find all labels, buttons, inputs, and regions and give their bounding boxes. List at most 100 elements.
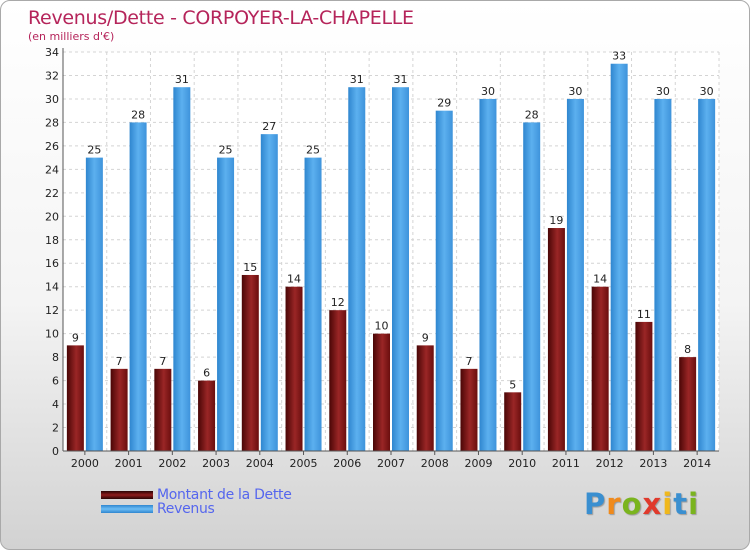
value-label-debt: 5 — [509, 378, 516, 391]
value-label-revenus: 31 — [175, 73, 189, 86]
y-tick-label: 4 — [52, 398, 59, 411]
proxiti-logo: Proxiti — [584, 487, 699, 521]
y-tick-label: 6 — [52, 375, 59, 388]
value-label-debt: 7 — [159, 355, 166, 368]
x-tick-label: 2000 — [71, 457, 99, 470]
value-label-debt: 9 — [72, 331, 79, 344]
value-label-revenus: 30 — [568, 85, 582, 98]
x-tick-label: 2014 — [683, 457, 711, 470]
value-label-debt: 7 — [465, 355, 472, 368]
value-label-debt: 6 — [203, 367, 210, 380]
value-label-debt: 19 — [549, 214, 563, 227]
y-tick-label: 28 — [45, 116, 59, 129]
value-label-debt: 9 — [422, 331, 429, 344]
y-tick-label: 32 — [45, 69, 59, 82]
logo-letter: t — [673, 487, 689, 521]
value-label-revenus: 33 — [612, 50, 626, 63]
bar-revenus — [304, 157, 322, 451]
chart-subtitle: (en milliers d'€) — [28, 30, 115, 43]
value-label-debt: 15 — [243, 261, 257, 274]
y-tick-label: 8 — [52, 351, 59, 364]
bar-debt — [373, 333, 390, 451]
value-label-debt: 10 — [375, 320, 389, 333]
bar-debt — [285, 286, 303, 451]
y-tick-label: 18 — [45, 234, 59, 247]
bar-revenus — [260, 134, 278, 451]
logo-letter: P — [584, 487, 607, 521]
bar-revenus — [654, 98, 672, 452]
x-tick-label: 2008 — [421, 457, 449, 470]
x-tick-label: 2004 — [246, 457, 274, 470]
x-tick-label: 2001 — [115, 457, 143, 470]
bar-debt — [110, 368, 128, 451]
x-tick-label: 2012 — [596, 457, 624, 470]
bar-revenus — [129, 122, 147, 451]
bar-revenus — [479, 98, 497, 452]
y-tick-label: 20 — [45, 210, 59, 223]
bar-debt — [241, 274, 259, 451]
value-label-revenus: 29 — [437, 97, 451, 110]
y-tick-label: 0 — [52, 445, 59, 458]
bar-revenus — [173, 87, 191, 452]
value-label-revenus: 25 — [219, 144, 233, 157]
plot-area — [63, 52, 719, 451]
bar-debt — [329, 310, 347, 451]
y-tick-label: 24 — [45, 163, 59, 176]
logo-letter: i — [688, 487, 700, 521]
bar-revenus — [217, 157, 235, 451]
value-label-debt: 14 — [287, 273, 301, 286]
bar-debt — [504, 392, 522, 451]
logo-letter: x — [642, 487, 663, 521]
value-label-revenus: 28 — [131, 108, 145, 121]
bar-debt — [416, 345, 434, 451]
bar-revenus — [610, 63, 628, 452]
value-label-revenus: 28 — [525, 108, 539, 121]
value-label-revenus: 30 — [656, 85, 670, 98]
value-label-debt: 12 — [331, 296, 345, 309]
y-tick-label: 16 — [45, 257, 59, 270]
bar-debt — [679, 357, 697, 451]
logo-letter: o — [621, 487, 643, 521]
y-tick-label: 14 — [45, 281, 59, 294]
value-label-revenus: 30 — [700, 85, 714, 98]
bar-debt — [635, 321, 653, 451]
bar-revenus — [523, 122, 541, 451]
x-tick-label: 2006 — [333, 457, 361, 470]
y-tick-label: 26 — [45, 140, 59, 153]
chart-title: Revenus/Dette - CORPOYER-LA-CHAPELLE — [28, 7, 414, 29]
x-tick-label: 2011 — [552, 457, 580, 470]
bar-debt — [460, 368, 478, 451]
legend-label-debt: Montant de la Dette — [157, 487, 292, 503]
value-label-revenus: 25 — [87, 144, 101, 157]
bar-revenus — [566, 98, 584, 452]
legend-label-revenus: Revenus — [157, 501, 215, 517]
y-tick-label: 2 — [52, 422, 59, 435]
y-tick-label: 34 — [45, 46, 59, 59]
bar-debt — [547, 228, 565, 451]
bar-debt — [66, 345, 84, 451]
bar-revenus — [698, 98, 716, 452]
x-tick-label: 2005 — [290, 457, 318, 470]
value-label-debt: 11 — [637, 308, 651, 321]
value-label-revenus: 27 — [262, 120, 276, 133]
bar-revenus — [85, 157, 103, 451]
value-label-debt: 14 — [593, 273, 607, 286]
bar-revenus — [392, 87, 409, 452]
value-label-debt: 8 — [684, 343, 691, 356]
bar-debt — [591, 286, 609, 451]
value-label-revenus: 31 — [350, 73, 364, 86]
y-tick-label: 30 — [45, 93, 59, 106]
value-label-debt: 7 — [116, 355, 123, 368]
x-tick-label: 2002 — [158, 457, 186, 470]
y-tick-label: 10 — [45, 328, 59, 341]
value-label-revenus: 31 — [394, 73, 408, 86]
x-tick-label: 2007 — [377, 457, 405, 470]
bar-debt — [198, 380, 216, 451]
logo-letter: i — [662, 487, 674, 521]
bar-debt — [154, 368, 172, 451]
y-tick-label: 12 — [45, 304, 59, 317]
legend-swatch-debt — [101, 491, 153, 499]
y-tick-label: 22 — [45, 187, 59, 200]
